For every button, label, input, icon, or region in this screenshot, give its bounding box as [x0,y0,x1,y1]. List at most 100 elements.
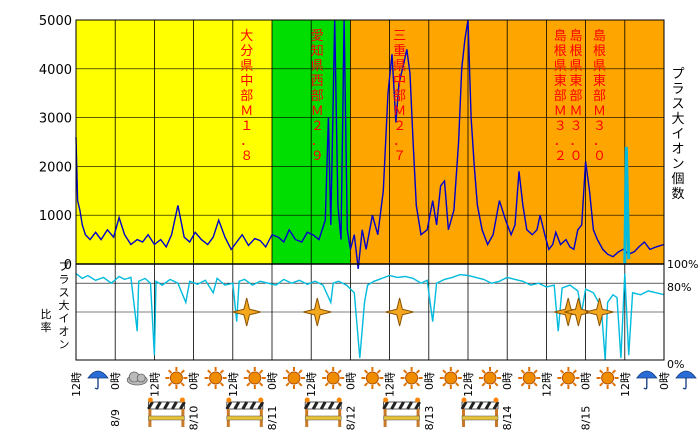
sun-icon [557,367,580,389]
barrier-lamp [461,397,467,403]
sparkle-icon [385,297,414,327]
sun-ray [599,369,604,374]
hour-tick-label: 12時 [70,372,83,397]
earthquake-label-char: 県 [240,59,253,74]
earthquake-label-char: 三 [393,29,406,44]
sun-disc [326,371,340,385]
barrier-lamp [147,397,153,403]
barrier-stripe [319,401,327,410]
earthquake-label-char: 島 [593,29,606,44]
barrier-lamp [258,397,264,403]
barrier-stripe [468,401,476,410]
barrier-stripe [398,401,405,410]
axes: 010002000300040005000100%80%0%プラス大イオン個数プ… [39,14,699,430]
barrier-stripe [406,401,413,410]
barrier-stripe [241,401,249,410]
sun-ray [572,382,577,387]
sun-ray [180,369,185,374]
sun-ray [207,382,212,387]
umbrella-icon [636,370,658,390]
sun-ray [403,369,408,374]
sun-ray [167,382,173,387]
earthquake-label-char: Ｍ [240,104,253,119]
earthquake-label-char: ２ [393,119,406,134]
earthquake-label-char: 東 [554,73,567,89]
barrier-rail [148,415,185,421]
left-axis-label-char: プ [59,260,70,273]
ion-count-series [75,19,665,269]
sun-icon [439,367,462,389]
sun-ray [442,382,447,387]
sun-ray [337,369,342,374]
barrier-lamp [415,397,421,403]
y-tick-label: 0 [64,258,72,273]
earthquake-label-char: ０ [569,149,582,164]
sun-icon [243,367,266,389]
sun-ray [363,382,369,387]
date-label: 8/14 [501,406,514,431]
barrier-icon [460,397,500,427]
barrier-stripe [171,401,178,410]
earthquake-label-char: １ [240,119,253,134]
sun-disc [405,371,419,385]
barrier-stripe [327,401,335,410]
earthquake-label-char: 愛 [311,29,324,44]
sun-icon [322,367,345,389]
sun-ray [494,369,499,374]
barrier-stripe [382,401,389,410]
sun-ray [520,369,525,374]
right-axis-label-char: 大 [671,112,684,127]
earthquake-label-char: ２ [311,119,324,134]
earthquake-label-char: ３ [593,119,606,134]
earthquake-label-char: ． [569,134,582,149]
right-axis-label-char: プ [671,67,684,82]
barrier-stripe [257,401,265,410]
sun-ray [520,382,525,387]
sun-icon [283,367,305,389]
barrier-icon [303,397,343,427]
sun-disc [169,371,183,385]
earthquake-label-char: ． [593,134,606,149]
sun-ray [180,382,185,387]
earthquake-label-char: ３ [569,119,582,134]
earthquake-label-char: 東 [593,73,606,89]
umbrella-handle [682,378,687,390]
ratio-spike [623,146,631,265]
sparkle-icon [232,297,261,327]
sun-ray [572,369,577,374]
right-axis-label-char: イ [671,127,684,142]
sun-disc [248,371,262,385]
umbrella-canopy [675,370,697,379]
sun-ray [259,369,264,374]
umbrella-handle [94,378,99,390]
hour-tick-label: 12時 [384,372,397,397]
ion-count-line [75,19,665,269]
sun-ray [298,369,303,374]
sparkle-icon [303,297,332,327]
sun-ray [363,369,369,374]
sun-icon [165,367,188,389]
earthquake-label-char: 部 [240,89,253,104]
earthquake-label-char: Ｍ [311,104,324,119]
sun-ray [481,382,486,387]
barrier-stripe [249,401,257,410]
earthquake-label-char: ． [554,134,567,149]
date-label: 8/12 [344,406,357,431]
barrier-stripe [233,401,241,410]
sun-ray [337,382,342,387]
earthquake-label-char: 東 [569,73,582,89]
left-axis-label-char: ン [59,338,70,351]
sun-disc [561,371,575,385]
date-label: 8/13 [423,406,436,431]
earthquake-label-char: ． [311,134,324,149]
sparkle-icon [585,297,614,327]
barrier-lamp [226,397,232,403]
sun-ray [246,382,251,387]
sun-ray [324,369,329,374]
barrier-lamp [179,397,185,403]
sun-ray [298,382,303,387]
